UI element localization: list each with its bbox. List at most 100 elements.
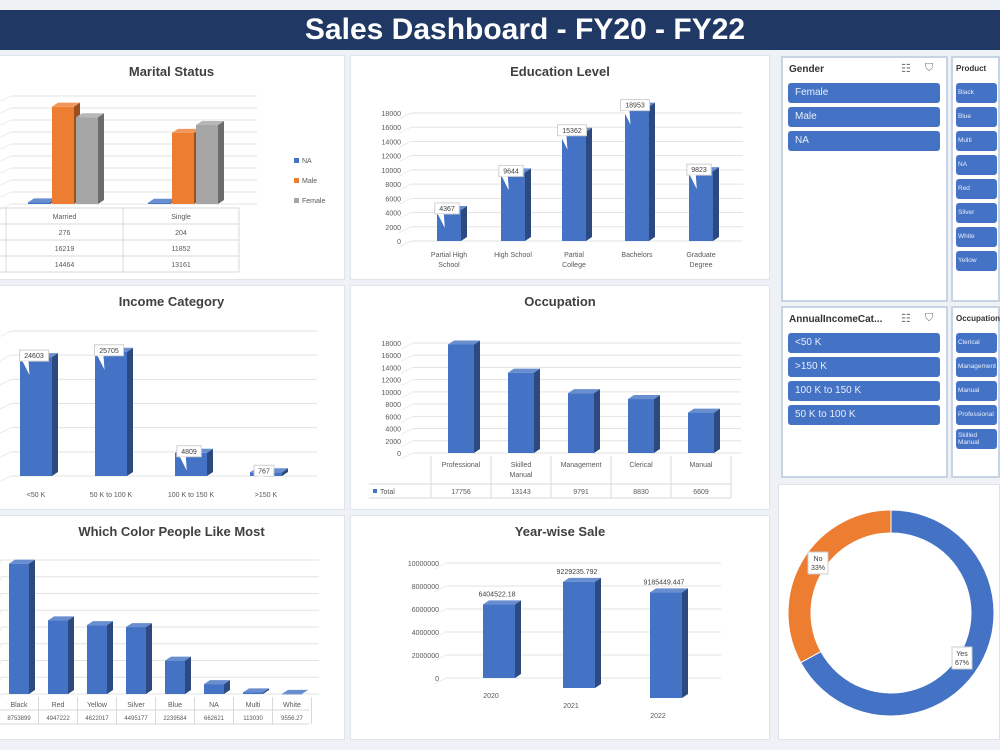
bar-side (52, 353, 58, 476)
data-label-box (434, 202, 460, 215)
gridline-depth (0, 626, 2, 632)
gridline-depth (400, 379, 414, 387)
y-tick-label: 0 (397, 239, 401, 246)
donut-slice-yes (800, 509, 995, 717)
bar-side (594, 389, 600, 453)
slicer-item[interactable]: Multi (956, 131, 997, 151)
bar (9, 563, 29, 694)
data-label-pointer (560, 135, 568, 150)
table-cell: 17756 (451, 489, 471, 496)
bar-side (146, 623, 152, 694)
chart-title: Occupation (524, 294, 596, 309)
bar (448, 344, 474, 453)
data-label-pointer (689, 175, 697, 190)
bar (508, 372, 534, 453)
gridline-depth (0, 155, 12, 163)
bar-female (76, 117, 98, 204)
chart-title: Income Category (118, 294, 225, 309)
slicer-item[interactable]: Male (788, 107, 940, 127)
slicer-item[interactable]: NA (956, 155, 997, 175)
bar-female (196, 125, 218, 204)
bar-side (714, 408, 720, 453)
chart-title: Which Color People Like Most (78, 524, 265, 539)
bar-top (568, 389, 600, 394)
table-cell: 11852 (172, 246, 191, 253)
slicer-item[interactable]: Female (788, 83, 940, 103)
slicer-title: AnnualIncomeCat... (789, 314, 883, 325)
gridline-depth (400, 366, 414, 374)
slicer-item[interactable]: <50 K (788, 333, 940, 353)
gridline-depth (0, 643, 2, 649)
bar-side (224, 680, 230, 694)
slicer-item[interactable]: NA (788, 131, 940, 151)
slicer-item[interactable]: 50 K to 100 K (788, 405, 940, 425)
slicer-item[interactable]: Black (956, 83, 997, 103)
gridline-depth (400, 342, 414, 350)
gridline-depth (0, 693, 2, 699)
x-tick-label: Multi (246, 702, 261, 709)
slicer-item[interactable]: Blue (956, 107, 997, 127)
bar-female-top (76, 113, 104, 118)
y-tick-label: 0 (435, 676, 439, 683)
multi-select-icon[interactable]: ☷ (901, 313, 911, 325)
data-label: 24603 (24, 353, 44, 360)
data-label-pointer (179, 456, 187, 471)
slicer-item[interactable]: Manual (956, 381, 997, 401)
x-tick-label: Skilled (511, 462, 532, 469)
table-cell: 9791 (573, 489, 589, 496)
bar-top (508, 368, 540, 373)
gridline-depth (0, 576, 2, 582)
x-tick-label: 100 K to 150 K (168, 492, 215, 499)
gridline-depth (0, 203, 12, 211)
gridline-depth (398, 112, 412, 120)
bar-side (534, 368, 540, 453)
slicer-item[interactable]: Management (956, 357, 997, 377)
slicer-item[interactable]: Yellow (956, 251, 997, 271)
y-tick-label: 18000 (382, 341, 402, 348)
multi-select-icon[interactable]: ☷ (901, 63, 911, 75)
data-label: 4809 (181, 449, 197, 456)
data-label: 6404522.18 (479, 591, 516, 598)
y-tick-label: 6000 (385, 196, 401, 203)
y-tick-label: 16000 (382, 353, 402, 360)
slicer-item[interactable]: Skilled Manual (956, 429, 997, 449)
x-tick-label: Partial High (431, 252, 467, 259)
gridline-depth (0, 427, 12, 434)
gridline-depth (398, 169, 412, 177)
slicer-item[interactable]: >150 K (788, 357, 940, 377)
bar-side (207, 448, 213, 476)
year-wise-sale-chart: 0 2000000 4000000 6000000 8000000 10000000 640… (350, 515, 770, 740)
gridline-depth (433, 654, 447, 662)
slicer-item[interactable]: Clerical (956, 333, 997, 353)
slicer-item[interactable]: 100 K to 150 K (788, 381, 940, 401)
gridline-depth (400, 415, 414, 423)
data-label-box (557, 124, 587, 137)
bar-side (713, 167, 719, 241)
gridline-depth (0, 559, 2, 565)
table-cell: 6609 (693, 489, 709, 496)
x-tick-label: 2020 (483, 693, 499, 700)
marital-status-chart: Married 276 16219 14464 Single 204 11852 13161 N… (0, 55, 345, 280)
slicer-item[interactable]: Red (956, 179, 997, 199)
slicer-item[interactable]: Silver (956, 203, 997, 223)
gridline-depth (0, 378, 12, 386)
slicer-title: Product (956, 64, 987, 73)
clear-filter-icon[interactable]: ⛉ (925, 312, 934, 324)
bar (688, 412, 714, 453)
x-tick-label: Management (561, 462, 602, 469)
bar (165, 660, 185, 694)
gridline-depth (400, 354, 414, 362)
x-tick-label: Graduate (686, 252, 715, 259)
x-tick-label: Manual (510, 472, 533, 479)
data-label-box (19, 349, 49, 362)
x-tick-label: Clerical (629, 462, 653, 469)
clear-filter-icon[interactable]: ⛉ (925, 62, 934, 74)
y-tick-label: 4000 (385, 427, 401, 434)
data-label: 15362 (562, 128, 582, 135)
bar-top (650, 588, 688, 593)
bar-na-top (28, 198, 56, 203)
slicer-item[interactable]: White (956, 227, 997, 247)
slicer-item[interactable]: Professional (956, 405, 997, 425)
y-tick-label: 12000 (382, 378, 402, 385)
bar-side (107, 621, 113, 694)
